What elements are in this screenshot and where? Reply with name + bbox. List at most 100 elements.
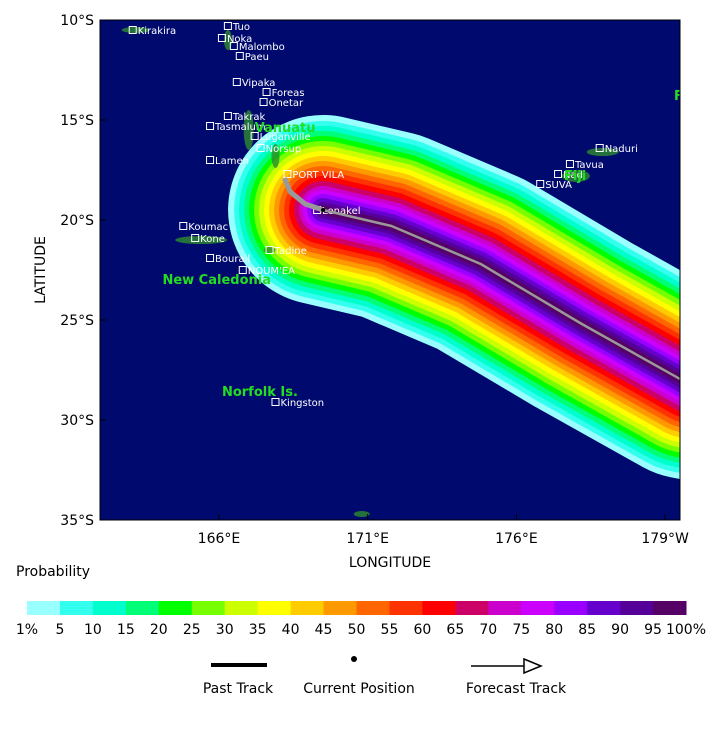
- place-label: Vipaka: [242, 78, 276, 89]
- place-marker-icon: [232, 78, 241, 86]
- y-tick-label: 15°S: [60, 113, 94, 129]
- place-marker-icon: [265, 246, 274, 254]
- legend-tick-label: 25: [183, 622, 201, 638]
- place-marker-icon: [206, 122, 215, 130]
- place-marker-icon: [223, 22, 232, 30]
- legend-tick-label: 65: [446, 622, 464, 638]
- legend-tick-label: 90: [611, 622, 629, 638]
- place-label: Bourail: [215, 254, 250, 265]
- place-marker-icon: [206, 156, 215, 164]
- island-shape: [175, 236, 228, 244]
- legend-swatch: [422, 601, 456, 615]
- x-tick-label: 176°E: [495, 531, 538, 547]
- legend-tick-label: 45: [315, 622, 333, 638]
- place-marker-icon: [191, 234, 200, 242]
- x-tick-label: 166°E: [198, 531, 241, 547]
- island-shape: [121, 27, 150, 33]
- place-label: Paeu: [245, 52, 269, 63]
- x-tick-label: 179°W: [641, 531, 689, 547]
- place-label: Foreas: [272, 88, 305, 99]
- region-label: Vanuatu: [255, 121, 316, 136]
- legend-tick-label: 70: [479, 622, 497, 638]
- legend-past-track: Past Track: [203, 663, 274, 697]
- legend-swatch: [389, 601, 423, 615]
- forecast-arrow-icon: [523, 657, 543, 675]
- place-label: Kirakira: [138, 26, 176, 37]
- current-position-dot-sample: [351, 656, 357, 662]
- legend-tick-label: 20: [150, 622, 168, 638]
- place-marker-icon: [128, 26, 137, 34]
- place-marker-icon: [283, 170, 292, 178]
- place-marker-icon: [554, 170, 563, 178]
- forecast-track-label: Forecast Track: [466, 681, 567, 697]
- region-label: Norfolk Is.: [222, 385, 298, 400]
- landmasses: [121, 27, 619, 517]
- storm-track: [282, 177, 680, 381]
- legend-tick-label: 35: [249, 622, 267, 638]
- place-marker-icon: [206, 254, 215, 262]
- place-label: Tavua: [574, 160, 604, 171]
- legend-swatch: [587, 601, 621, 615]
- place-label: Kingston: [280, 398, 324, 409]
- place-marker-icon: [595, 144, 604, 152]
- legend-tick-label: 10: [84, 622, 102, 638]
- place-marker-icon: [536, 180, 545, 188]
- legend-tick-label: 40: [282, 622, 300, 638]
- place-label: Nadi: [563, 170, 586, 181]
- region-label: New Caledonia: [162, 273, 271, 288]
- legend-tick-label: 100%: [666, 622, 706, 638]
- legend-swatch: [59, 601, 94, 615]
- x-axis-title: LONGITUDE: [349, 555, 431, 571]
- legend-swatch: [224, 601, 259, 615]
- island-shape: [561, 170, 590, 182]
- place-marker-icon: [179, 222, 188, 230]
- legend-swatch: [521, 601, 555, 615]
- y-tick-label: 30°S: [60, 413, 94, 429]
- place-label: Noka: [227, 34, 252, 45]
- legend-swatch: [27, 601, 61, 615]
- place-label: Koumac: [188, 222, 228, 233]
- island-shape: [353, 511, 370, 517]
- past-track-line: [282, 177, 324, 213]
- place-marker-icon: [565, 160, 574, 168]
- legend-labels: 1% 5 10 15 20 25 30 35 40 45 50 55 60 65 70 75 80 85 90 95 1…: [16, 622, 706, 638]
- place-marker-icon: [223, 112, 232, 120]
- legend-forecast-track: Forecast Track: [466, 657, 567, 697]
- place-label: Kone: [200, 234, 225, 245]
- x-tick-label: 171°E: [346, 531, 389, 547]
- place-marker-icon: [217, 34, 226, 42]
- legend-swatch: [620, 601, 654, 615]
- legend-tick-label: 95: [644, 622, 662, 638]
- legend-swatch: [92, 601, 127, 615]
- legend-swatch: [290, 601, 325, 615]
- y-tick-label: 20°S: [60, 213, 94, 229]
- legend-tick-label: 85: [578, 622, 596, 638]
- place-label: Lamen: [215, 156, 249, 167]
- legend-tick-label: 75: [512, 622, 530, 638]
- place-label: PORT VILA: [292, 170, 344, 181]
- place-label: Tasmalum: [214, 122, 266, 133]
- legend-swatch: [191, 601, 226, 615]
- forecast-track-line: [322, 208, 680, 381]
- place-marker-icon: [235, 52, 244, 60]
- legend-swatch: [158, 601, 193, 615]
- current-position-dot: [321, 208, 326, 212]
- legend-swatch: [488, 601, 522, 615]
- place-label: Tadine: [274, 246, 307, 257]
- place-marker-icon: [256, 144, 265, 152]
- legend-tick-label: 30: [216, 622, 234, 638]
- place-label: Luganville: [260, 132, 311, 143]
- legend-swatch: [455, 601, 489, 615]
- place-label: Malombo: [239, 42, 285, 53]
- place-label: Takrak: [232, 112, 266, 123]
- place-label: SUVA: [545, 180, 572, 191]
- region-label: Futuna Is.: [674, 89, 720, 104]
- legend-color-bar: [27, 601, 687, 615]
- place-marker-icon: [259, 98, 268, 106]
- legend-swatch: [257, 601, 292, 615]
- place-label: Tuo: [232, 22, 250, 33]
- y-tick-label: 35°S: [60, 513, 94, 529]
